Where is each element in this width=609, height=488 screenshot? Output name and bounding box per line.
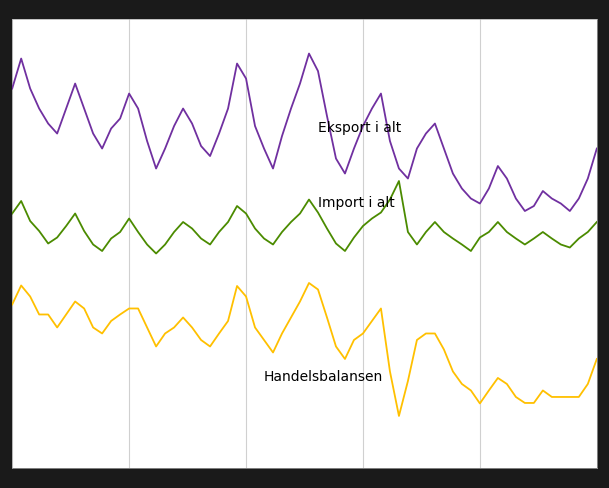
Text: Import i alt: Import i alt	[318, 195, 395, 209]
Text: Handelsbalansen: Handelsbalansen	[264, 370, 383, 384]
Text: Eksport i alt: Eksport i alt	[318, 120, 401, 134]
